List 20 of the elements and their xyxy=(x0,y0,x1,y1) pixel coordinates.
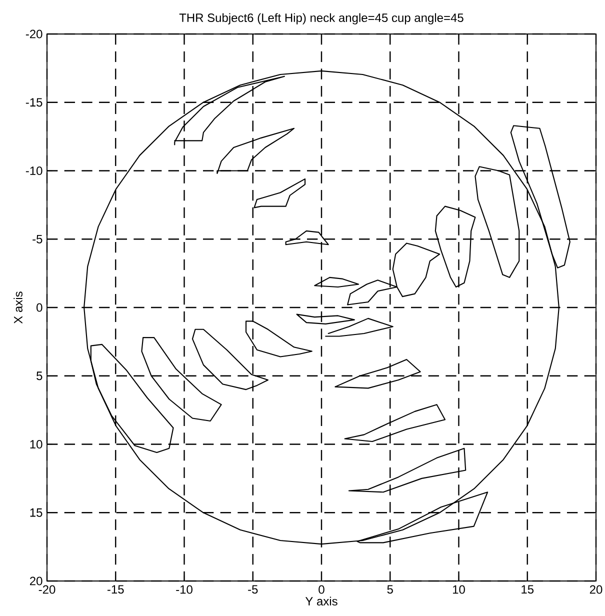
chart-title: THR Subject6 (Left Hip) neck angle=45 cup angle=45 xyxy=(179,13,464,24)
x-axis-title: Y axis xyxy=(305,596,338,606)
x-tick-label: 20 xyxy=(590,585,602,594)
y-tick-label: 10 xyxy=(30,440,42,449)
x-tick-label: 10 xyxy=(452,585,465,594)
x-tick-label: 15 xyxy=(522,585,534,594)
y-axis-title: X axis xyxy=(14,292,22,324)
x-tick-label: 0 xyxy=(318,585,324,594)
y-tick-label: -15 xyxy=(26,98,42,107)
x-tick-label: 5 xyxy=(387,585,393,594)
y-tick-label: -20 xyxy=(26,30,42,38)
y-tick-label: -5 xyxy=(32,234,42,244)
y-tick-label: 5 xyxy=(36,372,42,380)
y-tick-label: 0 xyxy=(36,303,42,312)
y-tick-label: -10 xyxy=(26,166,42,176)
y-tick-label: 20 xyxy=(30,576,42,586)
x-tick-label: -10 xyxy=(176,585,192,594)
y-tick-label: 15 xyxy=(30,508,42,517)
x-tick-label: -5 xyxy=(248,585,258,594)
x-tick-label: -15 xyxy=(107,585,124,594)
